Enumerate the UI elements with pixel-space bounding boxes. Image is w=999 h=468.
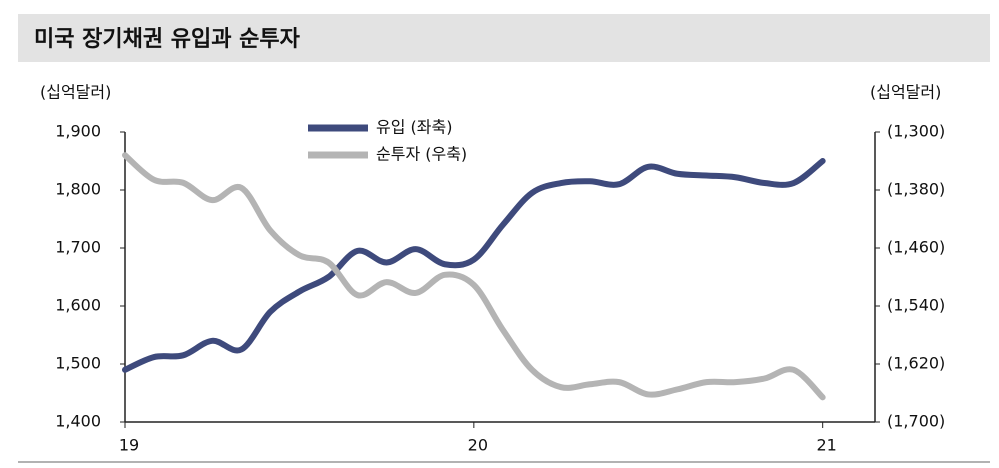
y-tick-label: 1,900 bbox=[55, 122, 101, 141]
y-axis-label: (십억달러) bbox=[40, 83, 111, 102]
y-tick-label: 1,500 bbox=[55, 354, 101, 373]
y2-axis-label: (십억달러) bbox=[870, 83, 941, 102]
y-tick-label: 1,800 bbox=[55, 180, 101, 199]
legend-label: 유입 (좌축) bbox=[376, 118, 452, 137]
y2-tick-label: (1,620) bbox=[887, 354, 945, 373]
x-tick-label: 19 bbox=[119, 436, 139, 455]
y2-tick-label: (1,300) bbox=[887, 122, 945, 141]
title-bar bbox=[18, 14, 990, 62]
y2-tick-label: (1,700) bbox=[887, 412, 945, 431]
y-tick-label: 1,600 bbox=[55, 296, 101, 315]
y-tick-label: 1,700 bbox=[55, 238, 101, 257]
x-tick-label: 20 bbox=[468, 436, 488, 455]
x-tick-label: 21 bbox=[816, 436, 836, 455]
data-line bbox=[122, 158, 826, 373]
y-tick-label: 1,400 bbox=[55, 412, 101, 431]
legend-label: 순투자 (우축) bbox=[376, 145, 467, 164]
y2-tick-label: (1,380) bbox=[887, 180, 945, 199]
chart-title: 미국 장기채권 유입과 순투자 bbox=[34, 27, 301, 52]
y2-tick-label: (1,540) bbox=[887, 296, 945, 315]
data-line bbox=[122, 152, 826, 401]
y2-tick-label: (1,460) bbox=[887, 238, 945, 257]
